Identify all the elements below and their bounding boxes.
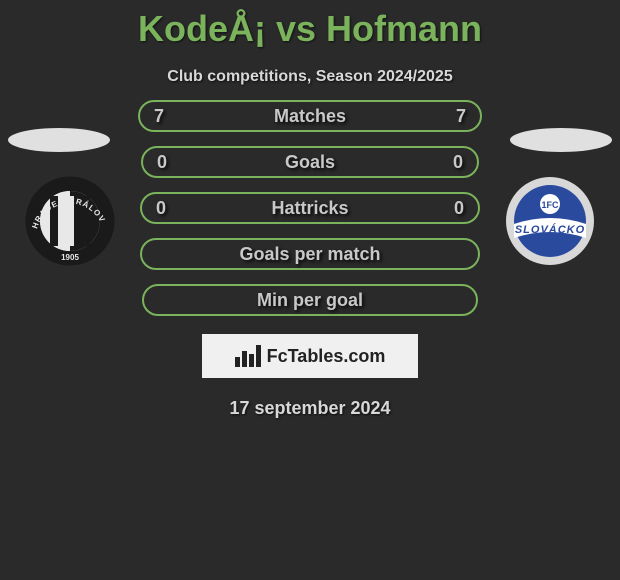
subtitle: Club competitions, Season 2024/2025	[0, 68, 620, 86]
stat-value-right: 0	[453, 152, 463, 173]
stat-row-min-per-goal: Min per goal	[142, 284, 478, 316]
stat-label: Matches	[274, 106, 346, 127]
svg-text:1905: 1905	[61, 253, 79, 262]
date-label: 17 september 2024	[0, 398, 620, 419]
stat-label: Goals per match	[239, 244, 380, 265]
stat-row-goals-per-match: Goals per match	[140, 238, 480, 270]
svg-text:SLOVÁCKO: SLOVÁCKO	[515, 223, 585, 236]
fctables-label: FcTables.com	[267, 346, 386, 367]
stat-label: Hattricks	[271, 198, 348, 219]
stat-row-hattricks: 0 Hattricks 0	[140, 192, 480, 224]
stat-value-right: 7	[456, 106, 466, 127]
shadow-ellipse-right	[510, 128, 612, 152]
stat-row-matches: 7 Matches 7	[138, 100, 482, 132]
stat-value-right: 0	[454, 198, 464, 219]
stat-label: Min per goal	[257, 290, 363, 311]
club-badge-left: HRADEC KRÁLOVÉ 1905	[20, 176, 120, 266]
stat-value-left: 0	[157, 152, 167, 173]
stat-value-left: 0	[156, 198, 166, 219]
stat-value-left: 7	[154, 106, 164, 127]
svg-text:1FC: 1FC	[541, 200, 559, 210]
shadow-ellipse-left	[8, 128, 110, 152]
fctables-attribution: FcTables.com	[202, 334, 418, 378]
slovacko-logo: 1FC SLOVÁCKO FOTBALOVÝ KLUB	[500, 176, 600, 266]
bar-chart-icon	[235, 345, 261, 367]
stat-row-goals: 0 Goals 0	[141, 146, 479, 178]
comparison-card: KodeÅ¡ vs Hofmann Club competitions, Sea…	[0, 0, 620, 419]
page-title: KodeÅ¡ vs Hofmann	[0, 0, 620, 50]
club-badge-right: 1FC SLOVÁCKO FOTBALOVÝ KLUB	[500, 176, 600, 266]
stat-label: Goals	[285, 152, 335, 173]
hradec-kralove-logo: HRADEC KRÁLOVÉ 1905	[20, 176, 120, 266]
